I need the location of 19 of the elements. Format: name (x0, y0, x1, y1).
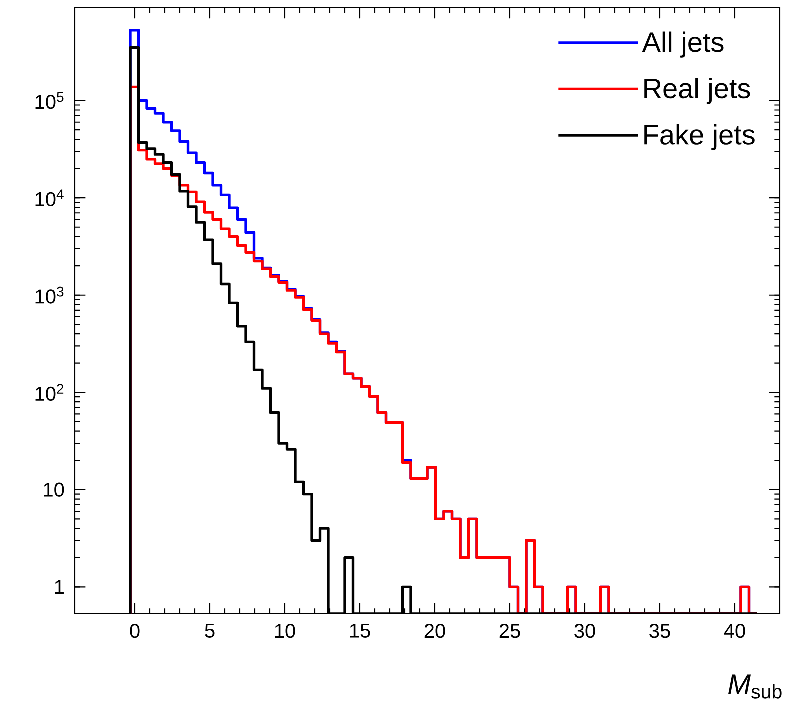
x-axis-title: M$_{sub}$ (728, 674, 782, 699)
x-tick-label: 20 (424, 624, 446, 638)
y-tick-label: 1 (55, 580, 64, 594)
legend-label: Fake jets (644, 124, 755, 150)
y-tick-label: 10 (44, 482, 64, 497)
x-tick-label: 0 (130, 624, 140, 638)
y-tick-label: 10$^{4}$ (36, 190, 64, 206)
y-tick-label: 10$^{3}$ (36, 286, 64, 304)
x-tick-label: 25 (500, 624, 520, 638)
x-tick-label: 35 (650, 624, 670, 638)
y-tick-label: 10$^{5}$ (36, 92, 64, 110)
y-tick-label: 10$^{2}$ (36, 384, 64, 402)
legend-label: Real jets (644, 78, 750, 104)
legend-label: All jets (642, 32, 724, 58)
x-tick-label: 5 (205, 624, 215, 638)
x-tick-label: 15 (350, 624, 370, 638)
x-tick-label: 30 (574, 624, 596, 638)
x-tick-label: 10 (275, 624, 296, 638)
x-tick-label: 40 (724, 624, 746, 638)
